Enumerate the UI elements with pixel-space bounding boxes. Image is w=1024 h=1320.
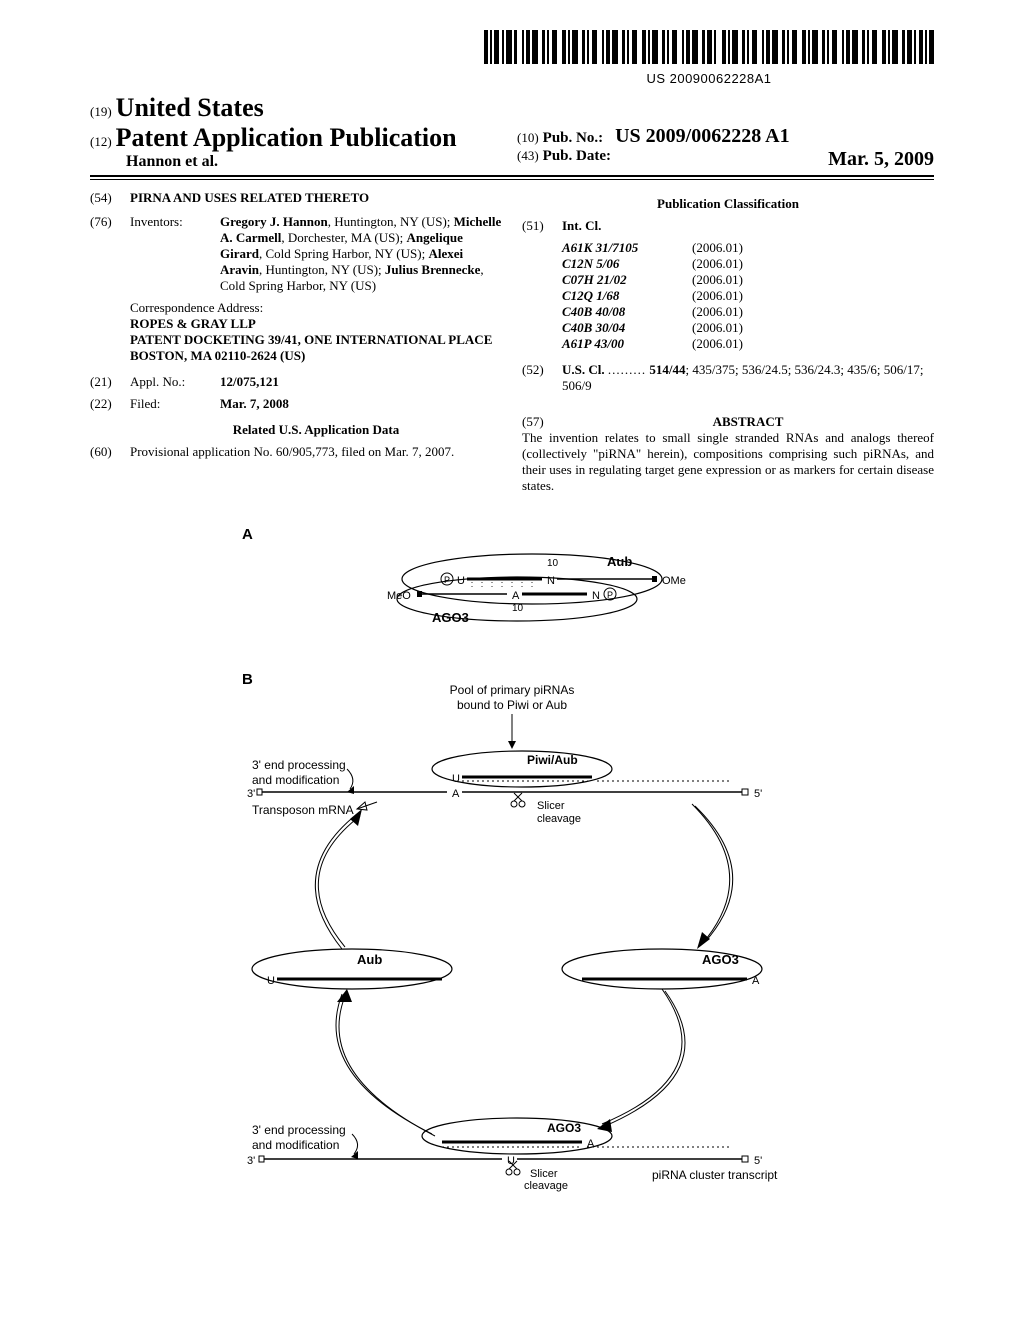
- barcode-region: US 20090062228A1: [90, 30, 934, 88]
- int-cl-code: A61K 31/7105: [562, 240, 692, 256]
- pub-date-label: Pub. Date:: [543, 148, 611, 171]
- svg-text:3' end processing: 3' end processing: [252, 1123, 346, 1137]
- panel-b-label: B: [242, 671, 253, 688]
- code-10: (10): [517, 130, 539, 145]
- abstract-heading: ABSTRACT: [562, 414, 934, 430]
- pub-date: Mar. 5, 2009: [828, 148, 934, 171]
- bibliographic-data: (54) PIRNA AND USES RELATED THERETO (76)…: [90, 190, 934, 494]
- abstract-text: The invention relates to small single st…: [522, 430, 934, 494]
- appl-no-label: Appl. No.:: [130, 374, 220, 390]
- document-header: (19) United States (12) Patent Applicati…: [90, 93, 934, 177]
- int-cl-ver: (2006.01): [692, 320, 743, 336]
- svg-text:N: N: [547, 575, 555, 587]
- pub-no: US 2009/0062228 A1: [615, 125, 789, 147]
- end-proc-1: 3' end processing: [252, 758, 346, 772]
- svg-text:U: U: [267, 975, 275, 987]
- filed-label: Filed:: [130, 396, 220, 412]
- us-cl-label: U.S. Cl.: [562, 362, 605, 377]
- ago3-label: AGO3: [432, 610, 469, 625]
- figure-region: A Aub 10 P U N OMe: [90, 524, 934, 1264]
- pub-no-label: Pub. No.:: [543, 130, 603, 146]
- int-cl-ver: (2006.01): [692, 256, 743, 272]
- int-cl-ver: (2006.01): [692, 288, 743, 304]
- svg-text:U: U: [452, 773, 460, 785]
- panel-a-label: A: [242, 526, 253, 543]
- svg-text:and modification: and modification: [252, 1138, 339, 1152]
- pool-label-1: Pool of primary piRNAs: [450, 683, 575, 697]
- appl-no: 12/075,121: [220, 374, 279, 390]
- svg-text:A: A: [752, 975, 760, 987]
- code-76: (76): [90, 214, 130, 294]
- us-cl-line: U.S. Cl. ......... 514/44; 435/375; 536/…: [562, 362, 934, 394]
- int-cl-code: C40B 40/08: [562, 304, 692, 320]
- ago3-label-b: AGO3: [702, 952, 739, 967]
- int-cl-ver: (2006.01): [692, 304, 743, 320]
- int-cl-code: C40B 30/04: [562, 320, 692, 336]
- int-cl-code: C12Q 1/68: [562, 288, 692, 304]
- barcode-text: US 20090062228A1: [484, 71, 934, 86]
- code-22: (22): [90, 396, 130, 412]
- barcode-graphic: [484, 30, 934, 64]
- int-cl-label: Int. Cl.: [562, 218, 601, 234]
- corr-line3: BOSTON, MA 02110-2624 (US): [130, 348, 502, 364]
- invention-title: PIRNA AND USES RELATED THERETO: [130, 190, 369, 206]
- svg-text:Slicer: Slicer: [530, 1168, 558, 1180]
- ago3-label-bottom: AGO3: [547, 1121, 581, 1135]
- corr-line1: ROPES & GRAY LLP: [130, 316, 502, 332]
- svg-text:N: N: [592, 590, 600, 602]
- ome-label: OMe: [662, 575, 686, 587]
- country: United States: [116, 93, 264, 122]
- corr-line2: PATENT DOCKETING 39/41, ONE INTERNATIONA…: [130, 332, 502, 348]
- code-12: (12): [90, 134, 112, 149]
- svg-text:U: U: [457, 575, 465, 587]
- svg-text:A: A: [512, 590, 520, 602]
- int-cl-code: C07H 21/02: [562, 272, 692, 288]
- svg-text:P: P: [444, 575, 450, 585]
- svg-text:P: P: [607, 590, 613, 600]
- slicer-label: Slicer: [537, 800, 565, 812]
- code-21: (21): [90, 374, 130, 390]
- svg-text:cleavage: cleavage: [524, 1180, 568, 1192]
- cleavage-label: cleavage: [537, 813, 581, 825]
- code-43: (43): [517, 148, 539, 171]
- aub-label-b: Aub: [357, 952, 382, 967]
- transposon-label: Transposon mRNA: [252, 803, 354, 817]
- code-57: (57): [522, 414, 562, 430]
- int-cl-code: C12N 5/06: [562, 256, 692, 272]
- end-proc-2: and modification: [252, 773, 339, 787]
- code-19: (19): [90, 104, 112, 119]
- int-cl-code: A61P 43/00: [562, 336, 692, 352]
- int-cl-list: A61K 31/7105(2006.01) C12N 5/06(2006.01)…: [562, 240, 934, 352]
- code-54: (54): [90, 190, 130, 206]
- pirna-cluster-label: piRNA cluster transcript: [652, 1168, 778, 1182]
- code-60: (60): [90, 444, 130, 460]
- provisional-text: Provisional application No. 60/905,773, …: [130, 444, 454, 460]
- code-51: (51): [522, 218, 562, 234]
- related-heading: Related U.S. Application Data: [130, 422, 502, 438]
- int-cl-ver: (2006.01): [692, 240, 743, 256]
- ten-label: 10: [547, 558, 559, 569]
- corr-label: Correspondence Address:: [130, 300, 502, 316]
- svg-text:A: A: [587, 1138, 595, 1150]
- meo-label: MeO: [387, 590, 411, 602]
- svg-text:A: A: [452, 788, 460, 800]
- pub-class-heading: Publication Classification: [522, 196, 934, 212]
- filed-date: Mar. 7, 2008: [220, 396, 289, 412]
- int-cl-ver: (2006.01): [692, 336, 743, 352]
- aub-label: Aub: [607, 554, 632, 569]
- three-prime: 3': [247, 788, 255, 800]
- correspondence-address: Correspondence Address: ROPES & GRAY LLP…: [130, 300, 502, 364]
- int-cl-ver: (2006.01): [692, 272, 743, 288]
- piwi-aub-label: Piwi/Aub: [527, 753, 578, 767]
- svg-text:3': 3': [247, 1155, 255, 1167]
- svg-text:5': 5': [754, 1155, 762, 1167]
- pool-label-2: bound to Piwi or Aub: [457, 698, 567, 712]
- publication-type: Patent Application Publication: [116, 123, 457, 152]
- code-52: (52): [522, 362, 562, 394]
- inventors-label: Inventors:: [130, 214, 220, 294]
- five-prime: 5': [754, 788, 762, 800]
- authors-short: Hannon et al.: [126, 153, 218, 170]
- svg-text:10: 10: [512, 603, 524, 614]
- inventors-list: Gregory J. Hannon, Huntington, NY (US); …: [220, 214, 502, 294]
